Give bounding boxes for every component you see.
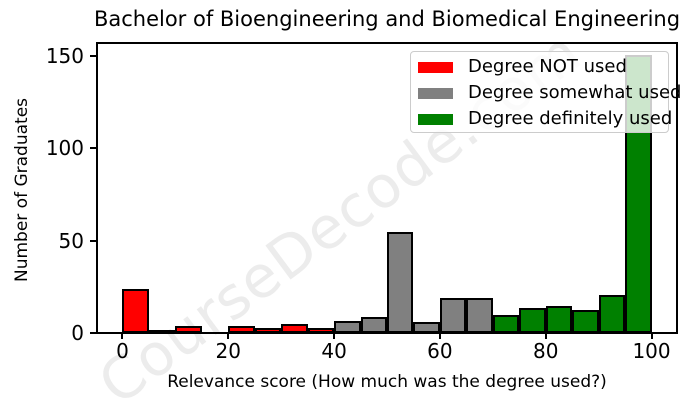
histogram-bar — [387, 232, 414, 333]
legend-swatch-gray — [418, 87, 453, 99]
histogram-bar — [175, 326, 202, 333]
y-tick — [90, 331, 96, 334]
chart-title: Bachelor of Bioengineering and Biomedica… — [93, 7, 681, 31]
x-axis-label: Relevance score (How much was the degree… — [167, 372, 607, 392]
legend-label: Degree NOT used — [468, 56, 627, 77]
histogram-bar — [281, 324, 308, 333]
x-tick — [227, 334, 230, 339]
histogram-bar — [598, 294, 626, 333]
legend: Degree NOT used Degree somewhat used Deg… — [410, 51, 681, 133]
histogram-bar — [307, 327, 335, 333]
y-tick — [90, 55, 96, 58]
x-tick — [650, 334, 653, 339]
x-tick-label: 60 — [427, 339, 453, 363]
legend-row-definitely-used: Degree definitely used — [411, 106, 672, 132]
x-tick — [121, 334, 124, 339]
legend-swatch-red — [418, 61, 453, 73]
x-tick-label: 100 — [632, 339, 671, 363]
x-tick-label: 0 — [116, 339, 129, 363]
y-tick-label: 50 — [58, 228, 84, 253]
x-tick-label: 20 — [215, 339, 241, 363]
histogram-bar — [360, 316, 387, 333]
x-tick-label: 80 — [532, 339, 559, 363]
legend-label: Degree definitely used — [468, 108, 673, 129]
histogram-bar — [572, 309, 599, 333]
histogram-bar — [466, 298, 493, 333]
legend-swatch-green — [418, 113, 453, 125]
legend-row-somewhat-used: Degree somewhat used — [411, 80, 681, 106]
histogram-bar — [334, 320, 361, 333]
y-tick-label: 150 — [45, 44, 84, 69]
histogram-bar — [439, 298, 467, 333]
y-axis-label: Number of Graduates — [12, 97, 32, 283]
x-tick — [544, 334, 547, 339]
histogram-bar — [122, 289, 149, 333]
x-tick — [333, 334, 336, 339]
legend-row-not-used: Degree NOT used — [411, 54, 668, 80]
x-tick-label: 40 — [321, 339, 347, 363]
histogram-bar — [545, 305, 573, 333]
y-tick-label: 100 — [45, 136, 84, 161]
y-tick — [90, 239, 96, 242]
histogram-bar — [492, 315, 520, 333]
legend-label: Degree somewhat used — [468, 82, 682, 103]
histogram-bar — [519, 307, 546, 333]
histogram-bar — [254, 327, 282, 333]
histogram-bar — [413, 322, 440, 333]
x-tick — [438, 334, 441, 339]
y-tick — [90, 147, 96, 150]
histogram-bar — [228, 326, 255, 333]
y-tick-label: 0 — [71, 320, 84, 345]
